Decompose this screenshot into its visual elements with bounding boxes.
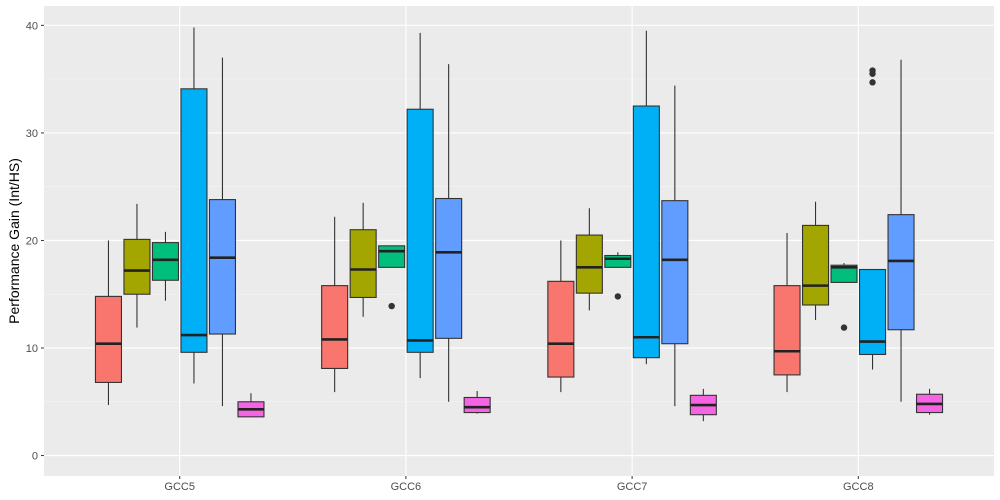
boxplot-series-6 [689, 388, 717, 422]
box [378, 245, 406, 268]
boxplot-series-2 [575, 208, 603, 311]
box [575, 234, 603, 294]
outlier-point [840, 324, 848, 331]
outlier-point [388, 302, 395, 310]
box [208, 199, 237, 335]
y-axis-title: Performance Gain (Int/HS) [6, 158, 22, 324]
boxplot-series-4 [180, 27, 208, 384]
boxplot-series-4 [858, 67, 887, 370]
boxplot-series-3 [151, 231, 180, 301]
box [463, 396, 491, 414]
outlier-point [614, 293, 622, 300]
box [830, 264, 858, 283]
boxplot-series-2 [123, 203, 151, 328]
boxplot-series-5 [435, 64, 463, 402]
box [887, 214, 915, 331]
x-tick-label: GCC7 [617, 481, 648, 493]
boxplot-series-6 [237, 393, 265, 418]
boxplot-series-6 [915, 388, 944, 415]
boxplot-series-1 [94, 240, 123, 406]
y-tick-label: 30 [26, 128, 38, 140]
box [773, 285, 801, 376]
box [661, 200, 689, 345]
y-tick-label: 0 [32, 451, 38, 463]
box [321, 285, 349, 369]
boxplot-series-1 [547, 240, 575, 393]
box [801, 224, 830, 306]
box [94, 295, 123, 383]
box [547, 280, 575, 378]
boxplot-series-2 [349, 202, 377, 317]
boxplot-series-5 [208, 57, 237, 407]
boxplot-series-1 [321, 216, 349, 393]
y-tick-label: 40 [26, 20, 38, 32]
boxplot-series-5 [661, 85, 689, 407]
box [151, 242, 180, 281]
box [349, 229, 377, 299]
boxplots [94, 27, 944, 422]
box [632, 105, 660, 359]
outlier-point [869, 79, 876, 86]
boxplot-series-1 [773, 232, 801, 393]
boxplot-series-4 [632, 30, 660, 365]
axes: 0 10 20 30 40 GCC5 GCC6 GCC7 GCC8 [26, 20, 874, 493]
box [604, 254, 632, 268]
boxplot-series-3 [830, 263, 858, 331]
y-tick-label: 10 [26, 343, 38, 355]
y-tick-label: 20 [26, 235, 38, 247]
x-tick-label: GCC6 [391, 481, 422, 493]
boxplot-series-6 [463, 391, 491, 414]
boxplot-series-2 [801, 201, 830, 321]
boxplot-series-5 [887, 59, 915, 402]
outlier-point [869, 67, 876, 74]
box [406, 108, 434, 353]
box [123, 238, 151, 295]
boxplot-series-3 [378, 245, 406, 310]
box [180, 88, 208, 353]
boxplot-series-3 [604, 252, 632, 300]
boxplot-series-4 [406, 32, 434, 379]
box [435, 197, 463, 339]
x-tick-label: GCC8 [843, 481, 874, 493]
x-tick-label: GCC5 [164, 481, 195, 493]
